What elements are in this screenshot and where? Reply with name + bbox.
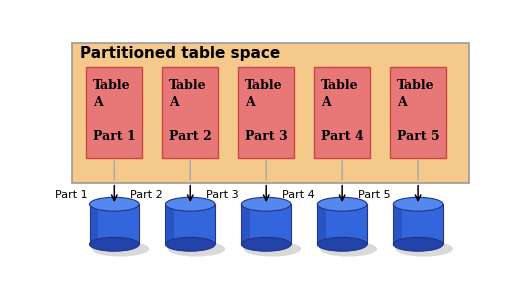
Ellipse shape — [92, 241, 149, 257]
Bar — [393, 204, 443, 244]
Text: Part 3: Part 3 — [207, 190, 239, 200]
Ellipse shape — [393, 197, 443, 211]
Ellipse shape — [395, 241, 453, 257]
Bar — [86, 67, 142, 158]
Text: Table
A

Part 4: Table A Part 4 — [321, 79, 364, 143]
Text: Table
A

Part 2: Table A Part 2 — [169, 79, 211, 143]
Bar — [241, 204, 291, 244]
Ellipse shape — [241, 237, 291, 251]
Bar — [241, 204, 250, 244]
Text: Partitioned table space: Partitioned table space — [80, 46, 280, 61]
Ellipse shape — [317, 237, 367, 251]
Text: Part 2: Part 2 — [130, 190, 163, 200]
Bar — [238, 67, 294, 158]
Ellipse shape — [241, 197, 291, 211]
Bar — [393, 204, 402, 244]
Bar — [162, 67, 218, 158]
Bar — [165, 204, 174, 244]
Ellipse shape — [165, 197, 215, 211]
Ellipse shape — [168, 241, 225, 257]
Bar — [165, 204, 215, 244]
Text: Part 4: Part 4 — [282, 190, 315, 200]
Bar — [90, 204, 139, 244]
Bar — [73, 42, 469, 183]
Bar — [90, 204, 98, 244]
Ellipse shape — [90, 237, 139, 251]
Text: Table
A

Part 1: Table A Part 1 — [93, 79, 136, 143]
Ellipse shape — [90, 197, 139, 211]
Text: Table
A

Part 5: Table A Part 5 — [397, 79, 439, 143]
Text: Table
A

Part 3: Table A Part 3 — [245, 79, 287, 143]
Ellipse shape — [317, 197, 367, 211]
Bar — [317, 204, 367, 244]
Bar — [390, 67, 446, 158]
Text: Part 1: Part 1 — [55, 190, 87, 200]
Ellipse shape — [165, 237, 215, 251]
Ellipse shape — [320, 241, 377, 257]
Ellipse shape — [393, 237, 443, 251]
Ellipse shape — [244, 241, 301, 257]
Text: Part 5: Part 5 — [358, 190, 391, 200]
Bar — [314, 67, 370, 158]
Bar — [317, 204, 326, 244]
